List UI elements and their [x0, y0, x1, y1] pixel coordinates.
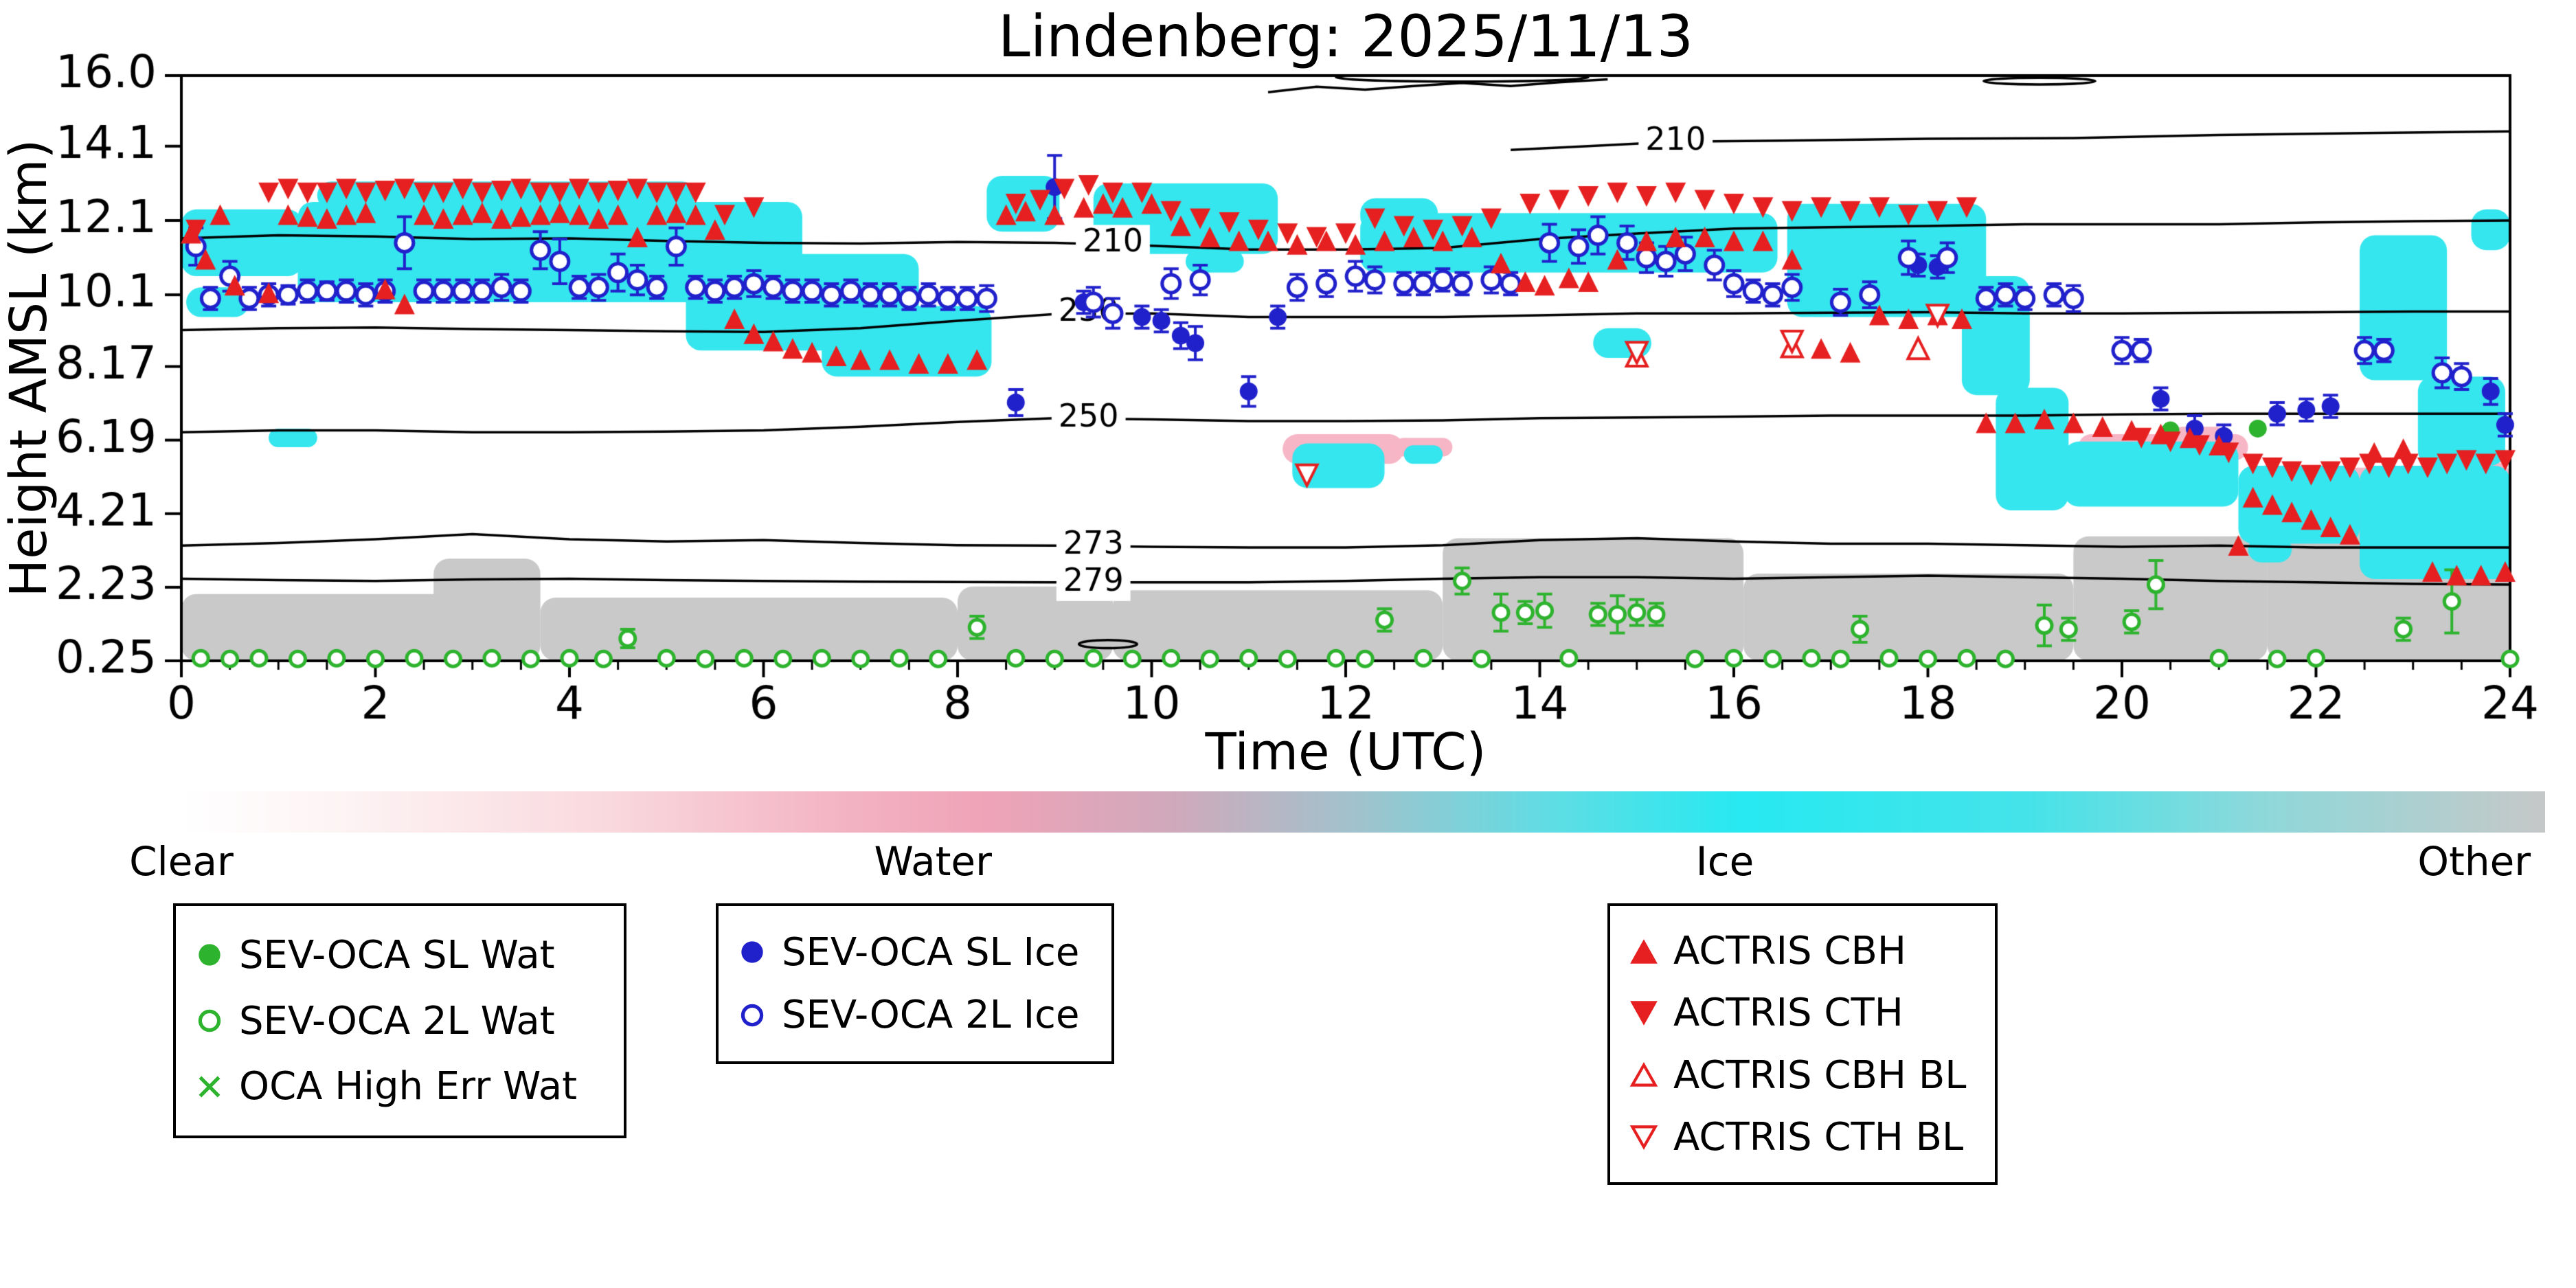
filled-triangle-down-red-icon: [1630, 1001, 1658, 1026]
legend-ice-products: SEV-OCA SL Ice SEV-OCA 2L Ice: [716, 903, 1114, 1064]
classification-colorbar: [181, 791, 2545, 833]
filled-circle-green-icon: [199, 944, 221, 966]
x-axis-label: Time (UTC): [1205, 723, 1487, 782]
colorbar-label-ice: Ice: [1695, 838, 1754, 885]
legend-actris: ACTRIS CBH ACTRIS CTH ACTRIS CBH BL ACTR…: [1607, 903, 1998, 1185]
y-axis-label: Height AMSL (km): [0, 139, 58, 598]
open-triangle-down-red-icon: [1629, 1125, 1658, 1151]
legend-item: OCA High Err Wat: [194, 1064, 606, 1109]
legend-water-products: SEV-OCA SL Wat SEV-OCA 2L Wat OCA High E…: [173, 903, 626, 1138]
legend-item: SEV-OCA 2L Ice: [736, 993, 1094, 1037]
legend-item: SEV-OCA 2L Wat: [194, 999, 606, 1043]
colorbar-label-clear: Clear: [129, 838, 234, 885]
legend-label: ACTRIS CBH: [1673, 929, 1907, 974]
legend-label: ACTRIS CTH: [1673, 991, 1903, 1036]
legend-item: ACTRIS CBH BL: [1628, 1053, 1977, 1098]
legend-item: ACTRIS CTH: [1628, 991, 1977, 1035]
filled-circle-blue-icon: [741, 941, 763, 963]
open-circle-green-icon: [198, 1009, 221, 1032]
page-title: Lindenberg: 2025/11/13: [997, 3, 1694, 70]
x-marker-green-icon: [199, 1076, 221, 1098]
legend-label: SEV-OCA 2L Ice: [782, 993, 1080, 1038]
legend-label: ACTRIS CTH BL: [1673, 1114, 1964, 1160]
legend-label: SEV-OCA SL Wat: [239, 932, 555, 978]
legend-item: SEV-OCA SL Ice: [736, 930, 1094, 975]
legend-label: SEV-OCA SL Ice: [782, 929, 1080, 975]
colorbar-label-water: Water: [874, 838, 992, 885]
colorbar-labels: Clear Water Ice Other: [129, 838, 2545, 888]
legend-item: ACTRIS CTH BL: [1628, 1115, 1977, 1160]
legend-label: OCA High Err Wat: [239, 1064, 578, 1109]
filled-triangle-up-red-icon: [1630, 938, 1658, 964]
legend-label: SEV-OCA 2L Wat: [239, 998, 555, 1043]
open-circle-blue-icon: [741, 1004, 764, 1027]
legend-item: ACTRIS CBH: [1628, 929, 1977, 973]
legend-item: SEV-OCA SL Wat: [194, 933, 606, 978]
colorbar-label-other: Other: [2417, 838, 2531, 885]
open-triangle-up-red-icon: [1629, 1062, 1658, 1087]
legend-label: ACTRIS CBH BL: [1673, 1052, 1967, 1098]
